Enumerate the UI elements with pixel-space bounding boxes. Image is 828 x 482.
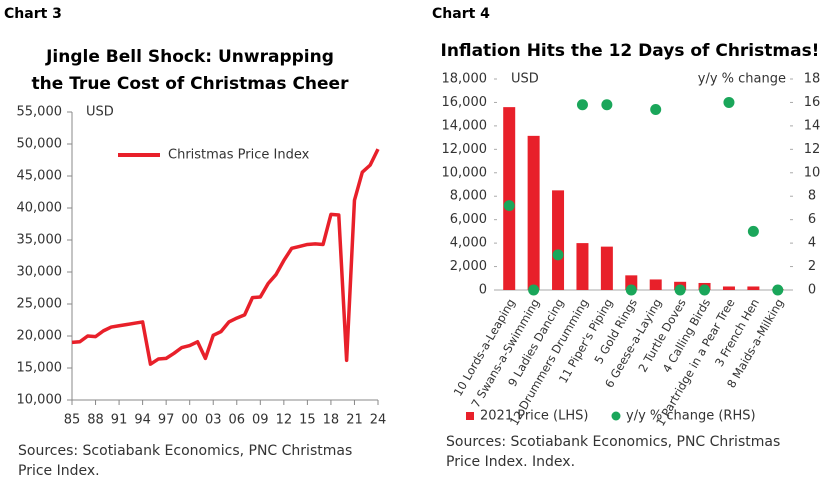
y-axis-label: USD	[511, 72, 539, 87]
y-tick-label: 20,000	[17, 329, 63, 344]
y-tick-label: 10,000	[17, 393, 63, 408]
y-tick-label: 35,000	[17, 233, 63, 248]
y-tick-label: 14	[804, 118, 821, 133]
y-tick-label: 2	[808, 259, 816, 274]
x-tick-label: 06	[228, 413, 245, 428]
y-tick-label: 18	[804, 72, 821, 87]
x-tick-label: 88	[87, 413, 104, 428]
chart-title: Inflation Hits the 12 Days of Christmas!	[440, 41, 820, 61]
y-tick-label: 4,000	[450, 236, 487, 251]
y-tick-label: 14,000	[442, 118, 488, 133]
x-tick-label: 12	[276, 413, 293, 428]
dot	[576, 99, 588, 111]
dot	[601, 99, 613, 111]
y-tick-label: 8,000	[450, 189, 487, 204]
dot	[650, 103, 662, 115]
chart-label: Chart 3	[4, 6, 62, 22]
y-tick-label: 12,000	[442, 142, 488, 157]
x-tick-label: 09	[252, 413, 269, 428]
y-tick-label: 2,000	[450, 259, 487, 274]
y-tick-label: 40,000	[17, 201, 63, 216]
source: Sources: Scotiabank Economics, PNC Chris…	[18, 443, 353, 479]
dot	[625, 284, 637, 296]
bar	[649, 279, 662, 290]
bar	[552, 190, 565, 290]
x-tick-label: 18	[323, 413, 340, 428]
y-tick-label: 55,000	[17, 105, 63, 120]
legend-swatch	[466, 412, 474, 420]
x-tick-label: 94	[134, 413, 151, 428]
y-axis-label: USD	[86, 105, 114, 120]
y-tick-label: 18,000	[442, 72, 488, 87]
y-tick-label: 12	[804, 142, 821, 157]
legend-label: 2021 Price (LHS)	[480, 409, 588, 424]
line	[71, 148, 380, 366]
dot	[503, 200, 515, 212]
y-tick-label: 15,000	[17, 361, 63, 376]
dot	[772, 284, 784, 296]
y-tick-label: 16	[804, 95, 821, 110]
bar	[503, 107, 516, 290]
y-tick-label: 45,000	[17, 169, 63, 184]
y-tick-label: 25,000	[17, 297, 63, 312]
dot	[747, 225, 759, 237]
dot	[552, 249, 564, 261]
y-tick-label: 0	[479, 283, 487, 298]
x-tick-label: 15	[299, 413, 316, 428]
bar	[747, 286, 760, 290]
chart-label: Chart 4	[432, 6, 490, 22]
y-tick-label: 8	[808, 189, 816, 204]
bar	[600, 246, 613, 290]
y-tick-label: 4	[808, 236, 816, 251]
legend-label: y/y % change (RHS)	[626, 409, 756, 424]
legend-label: Christmas Price Index	[168, 148, 310, 163]
y-tick-label: 10,000	[442, 165, 488, 180]
dot	[528, 284, 540, 296]
y-tick-label: 6	[808, 212, 816, 227]
y-tick-label: 30,000	[17, 265, 63, 280]
y-tick-label: 6,000	[450, 212, 487, 227]
x-tick-label: 24	[370, 413, 387, 428]
dot	[699, 284, 711, 296]
x-tick-label: 91	[111, 413, 128, 428]
x-tick-label: 21	[346, 413, 363, 428]
x-tick-label: 03	[205, 413, 222, 428]
y2-axis-label: y/y % change	[698, 72, 786, 87]
dot	[723, 96, 735, 108]
legend-swatch	[611, 411, 621, 421]
dot	[674, 284, 686, 296]
y-tick-label: 10	[804, 165, 821, 180]
bar	[722, 286, 735, 290]
source: Sources: Scotiabank Economics, PNC Chris…	[446, 434, 781, 470]
y-tick-label: 16,000	[442, 95, 488, 110]
bar	[527, 135, 540, 290]
y-tick-label: 50,000	[17, 137, 63, 152]
chart-title: Jingle Bell Shock: Unwrapping the True C…	[31, 47, 349, 94]
x-tick-label: 85	[64, 413, 81, 428]
x-tick-label: 00	[181, 413, 198, 428]
bar	[576, 243, 589, 290]
x-tick-label: 97	[158, 413, 175, 428]
y-tick-label: 0	[808, 283, 816, 298]
